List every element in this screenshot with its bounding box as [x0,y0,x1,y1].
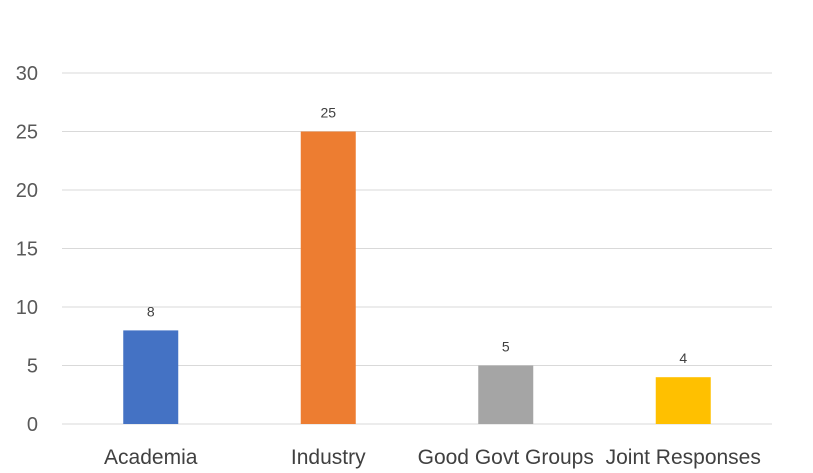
data-label-joint-responses: 4 [679,350,687,366]
bar-good-govt-groups [478,365,534,424]
y-tick-label-15: 15 [16,239,38,261]
gridlines [62,72,772,425]
y-tick-label-5: 5 [27,356,38,378]
x-axis-categories: Academia Industry Good Govt Groups Joint Re… [104,446,761,469]
data-label-industry: 25 [320,105,336,121]
x-category-label-good-govt-groups: Good Govt Groups [418,446,594,469]
y-tick-label-30: 30 [16,63,38,85]
bar-academia [123,330,179,424]
y-tick-label-0: 0 [27,414,38,436]
y-tick-label-10: 10 [16,297,38,319]
data-labels: 8 25 5 4 [147,105,688,367]
x-category-label-industry: Industry [291,446,366,469]
bar-joint-responses [655,377,711,424]
data-label-academia: 8 [147,303,155,319]
x-category-label-academia: Academia [104,446,198,469]
x-category-label-joint-responses: Joint Responses [606,446,761,469]
y-tick-label-25: 25 [16,122,38,144]
bar-industry [300,131,356,424]
y-tick-label-20: 20 [16,180,38,202]
y-axis-ticks: 0 5 10 15 20 25 30 [16,63,38,436]
bars [123,131,711,424]
data-label-good-govt-groups: 5 [502,339,510,355]
